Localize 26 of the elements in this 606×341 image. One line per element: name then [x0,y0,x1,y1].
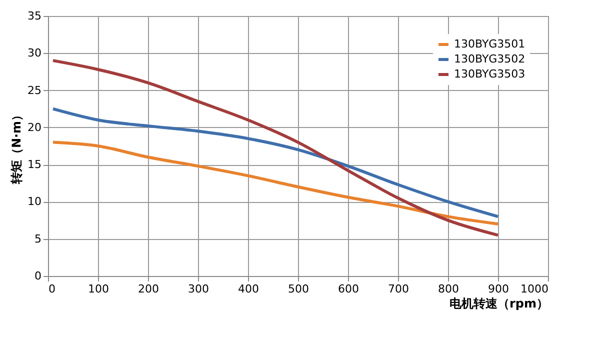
y-tick-label: 5 [34,232,42,246]
y-tick-label: 10 [28,195,42,208]
line-series [52,140,500,226]
legend-label: 130BYG3503 [454,68,526,80]
y-tick-label: 35 [28,10,42,22]
y-axis-title: 转矩（N·m） [10,108,24,186]
y-tick-label: 30 [28,46,42,60]
y-tick-label: 0 [34,270,42,282]
legend-label: 130BYG3501 [454,38,526,50]
legend-label: 130BYG3502 [454,52,526,66]
x-tick-label: 400 [238,282,259,296]
x-tick-label: 100 [88,282,109,296]
x-tick-label: 0 [48,282,56,296]
x-tick-label: 300 [188,282,209,296]
x-tick-label: 700 [388,282,409,296]
x-tick-label: 200 [138,282,159,296]
y-tick-label: 15 [28,158,42,172]
y-tick-label: 25 [28,84,42,97]
x-tick-label: 1000 [520,282,548,296]
x-tick-label: 800 [438,282,459,296]
x-axis-title: 电机转速（rpm） [449,296,548,310]
y-tick-label: 20 [28,120,42,134]
x-tick-label: 600 [338,282,359,296]
line-series [52,107,500,218]
x-tick-label: 500 [288,282,309,296]
x-tick-label: 900 [488,282,509,296]
